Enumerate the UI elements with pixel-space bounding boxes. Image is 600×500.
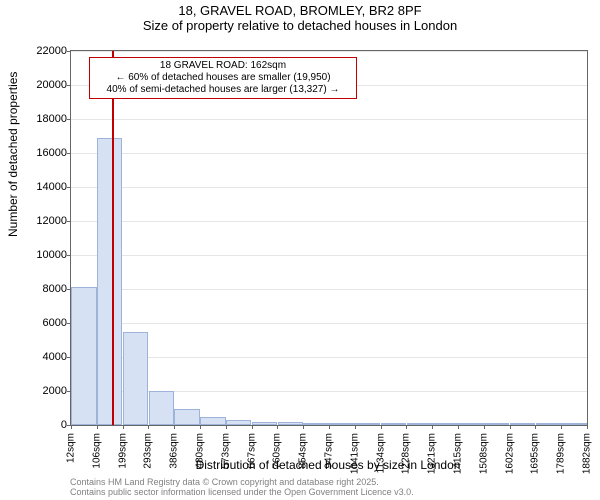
gridline — [71, 51, 587, 52]
gridline — [71, 221, 587, 222]
histogram-bar — [303, 423, 328, 425]
y-tick-label: 6000 — [43, 317, 71, 329]
y-tick-label: 22000 — [36, 45, 71, 57]
y-tick-label: 12000 — [36, 215, 71, 227]
property-marker-line — [112, 51, 114, 425]
histogram-bar — [458, 423, 483, 425]
histogram-bar — [174, 409, 199, 425]
gridline — [71, 153, 587, 154]
title-line-1: 18, GRAVEL ROAD, BROMLEY, BR2 8PF — [0, 4, 600, 19]
annotation-line-2: ← 60% of detached houses are smaller (19… — [94, 72, 352, 84]
histogram-bar — [71, 287, 96, 425]
gridline — [71, 323, 587, 324]
histogram-bar — [381, 423, 406, 425]
histogram-bar — [97, 138, 122, 425]
footer-line-2: Contains public sector information licen… — [70, 488, 414, 498]
histogram-bar — [510, 423, 535, 425]
histogram-bar — [407, 423, 432, 425]
histogram-plot-area: 0200040006000800010000120001400016000180… — [70, 50, 588, 426]
histogram-bar — [226, 420, 251, 425]
title-line-2: Size of property relative to detached ho… — [0, 19, 600, 34]
y-tick-label: 10000 — [36, 249, 71, 261]
histogram-bar — [123, 332, 148, 426]
histogram-bar — [252, 422, 277, 425]
y-axis-label: Number of detached properties — [6, 72, 20, 237]
y-tick-label: 4000 — [43, 351, 71, 363]
y-tick-label: 20000 — [36, 79, 71, 91]
gridline — [71, 289, 587, 290]
histogram-bar — [561, 423, 586, 425]
x-axis-label: Distribution of detached houses by size … — [70, 458, 586, 472]
histogram-bar — [355, 423, 380, 425]
chart-title: 18, GRAVEL ROAD, BROMLEY, BR2 8PF Size o… — [0, 0, 600, 34]
y-tick-label: 2000 — [43, 385, 71, 397]
histogram-bar — [200, 417, 225, 426]
gridline — [71, 357, 587, 358]
histogram-bar — [278, 422, 303, 425]
gridline — [71, 119, 587, 120]
histogram-bar — [149, 391, 174, 425]
gridline — [71, 255, 587, 256]
histogram-bar — [432, 423, 457, 425]
y-tick-label: 14000 — [36, 181, 71, 193]
histogram-bar — [329, 423, 354, 425]
histogram-bar — [536, 423, 561, 425]
histogram-bar — [484, 423, 509, 425]
y-tick-label: 8000 — [43, 283, 71, 295]
y-tick-label: 0 — [61, 419, 71, 431]
annotation-line-1: 18 GRAVEL ROAD: 162sqm — [94, 60, 352, 72]
property-annotation: 18 GRAVEL ROAD: 162sqm← 60% of detached … — [89, 57, 357, 99]
y-tick-label: 16000 — [36, 147, 71, 159]
annotation-line-3: 40% of semi-detached houses are larger (… — [94, 84, 352, 96]
y-tick-label: 18000 — [36, 113, 71, 125]
gridline — [71, 187, 587, 188]
attribution-footer: Contains HM Land Registry data © Crown c… — [70, 478, 414, 498]
